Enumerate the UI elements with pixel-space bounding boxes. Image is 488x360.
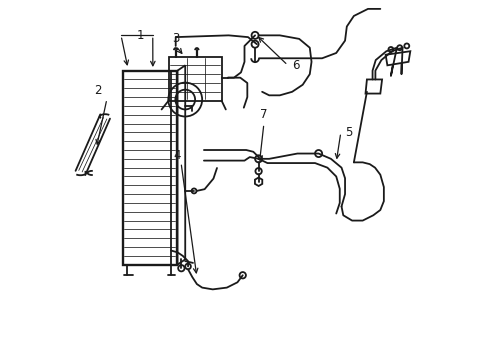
Text: 3: 3: [172, 32, 179, 45]
Text: 5: 5: [345, 126, 352, 139]
Text: 6: 6: [291, 59, 299, 72]
Text: 7: 7: [260, 108, 267, 121]
Text: 4: 4: [173, 149, 181, 162]
Text: 2: 2: [94, 84, 102, 96]
Text: 1: 1: [136, 29, 144, 42]
